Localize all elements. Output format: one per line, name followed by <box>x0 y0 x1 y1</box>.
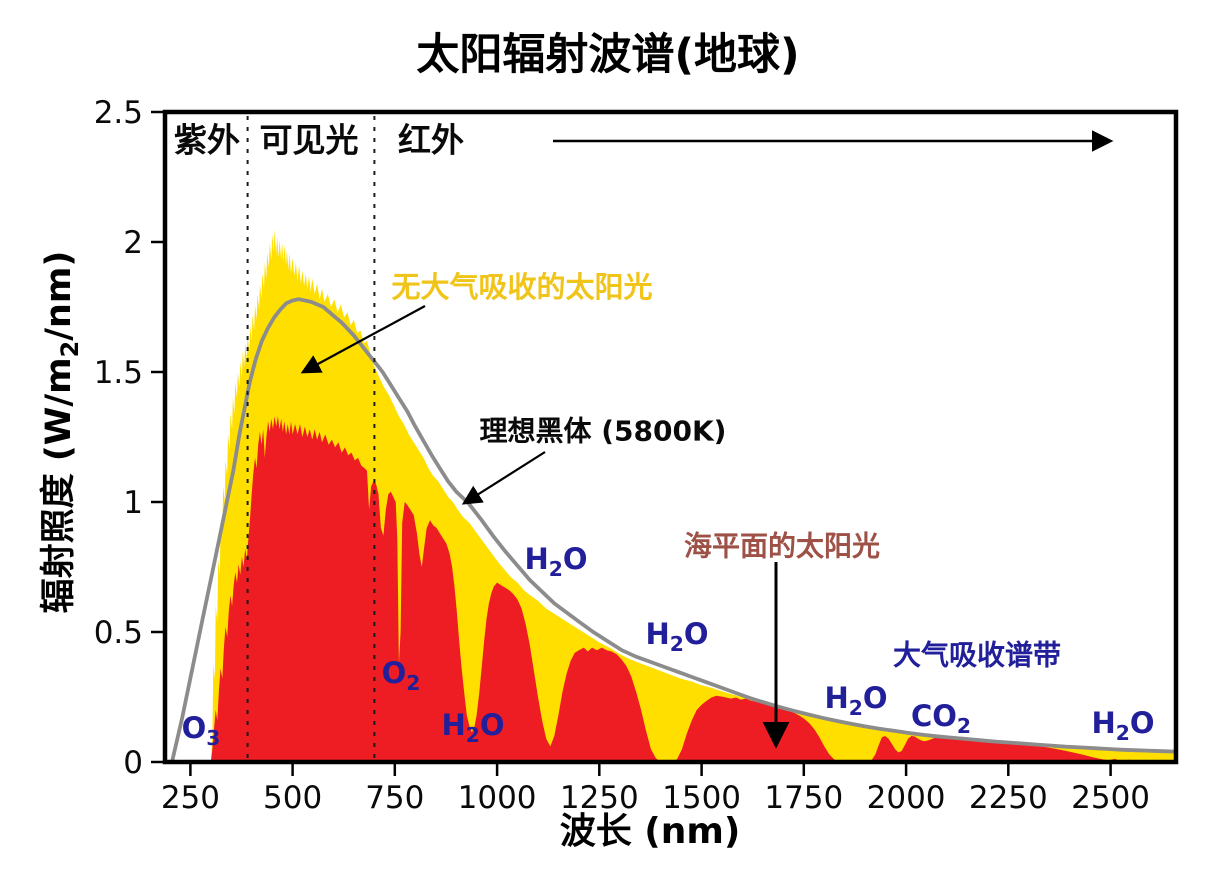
x-tick-label: 500 <box>263 780 322 816</box>
molecule-o2: O2 <box>381 655 421 695</box>
x-tick-label: 1000 <box>458 780 537 816</box>
y-tick-label: 2 <box>123 225 143 261</box>
label-absorption-bands: 大气吸收谱带 <box>892 638 1062 672</box>
label-toa: 无大气吸收的太阳光 <box>391 269 653 304</box>
blackbody-label-arrow <box>461 451 546 505</box>
x-tick-label: 2500 <box>1071 780 1150 816</box>
molecule-h2o-1900: H2O <box>824 680 888 720</box>
label-sealevel: 海平面的太阳光 <box>683 529 881 563</box>
molecule-o3: O3 <box>181 710 221 750</box>
y-axis-label: 辐射照度 (W/m2/nm) <box>30 251 84 614</box>
molecule-h2o-1400: H2O <box>645 616 709 656</box>
chart-title: 太阳辐射波谱(地球) <box>416 30 800 80</box>
y-tick-label: 2.5 <box>94 95 143 131</box>
x-tick-label: 1250 <box>560 780 639 816</box>
y-tick-label: 0 <box>123 745 143 781</box>
x-tick-label: 1750 <box>764 780 843 816</box>
plot-border <box>162 109 1179 765</box>
series-sea <box>210 416 1177 762</box>
y-tick-label: 0.5 <box>94 615 143 651</box>
y-axis-label-post: /nm) <box>39 250 79 341</box>
x-tick-label: 1500 <box>662 780 741 816</box>
x-tick-label: 250 <box>161 780 220 816</box>
molecule-co2: CO2 <box>910 698 972 738</box>
y-axis-label-sub: 2 <box>56 340 84 358</box>
y-axis-label-pre: 辐射照度 (W/m <box>39 357 79 614</box>
label-blackbody: 理想黑体 (5800K) <box>479 414 727 448</box>
x-axis-label: 波长 (nm) <box>559 811 741 852</box>
region-uv: 紫外 <box>174 120 240 160</box>
y-tick-label: 1.5 <box>94 355 143 391</box>
region-visible: 可见光 <box>259 120 359 160</box>
molecule-h2o-2500: H2O <box>1091 705 1155 745</box>
x-tick-label: 2250 <box>969 780 1048 816</box>
molecule-h2o-1130: H2O <box>524 541 588 581</box>
region-ir: 红外 <box>398 120 464 160</box>
molecule-h2o-940: H2O <box>441 707 505 747</box>
series-blackbody <box>170 297 1178 764</box>
toa-label-arrow <box>300 305 426 374</box>
x-tick-label: 750 <box>365 780 424 816</box>
y-tick-label: 1 <box>123 485 143 521</box>
x-tick-label: 2000 <box>867 780 946 816</box>
